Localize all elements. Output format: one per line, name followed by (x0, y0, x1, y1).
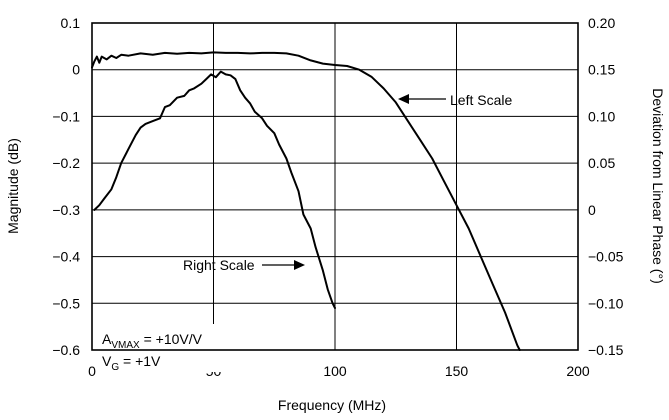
y2-tick-label: 0.15 (588, 62, 615, 78)
x-tick-label: 0 (88, 363, 96, 379)
y2-tick-label: −0.15 (588, 342, 624, 358)
annotation-right-scale-arrowhead (294, 260, 305, 270)
legend-gain-label: AVMAX = +10V/V (102, 331, 203, 351)
y-axis-title: Magnitude (dB) (5, 138, 21, 234)
x-tick-label: 100 (323, 363, 347, 379)
y-tick-label: −0.1 (52, 108, 80, 124)
y2-tick-label: −0.10 (588, 295, 624, 311)
y-tick-label: 0 (72, 62, 80, 78)
y-tick-label: −0.6 (52, 342, 80, 358)
legend-box-background (98, 324, 252, 372)
legend-box: AVMAX = +10V/V VG = +1V (98, 324, 252, 373)
y2-tick-label: 0.05 (588, 155, 615, 171)
series-layer (91, 51, 521, 351)
x-tick-label: 150 (445, 363, 469, 379)
series-line-right-scale (93, 70, 336, 309)
y-tick-label: −0.3 (52, 202, 80, 218)
series-line-left-scale (91, 51, 521, 351)
y2-tick-label: −0.05 (588, 249, 624, 265)
annotation-right-scale: Right Scale (183, 257, 255, 273)
y-tick-label: −0.2 (52, 155, 80, 171)
ticks-layer: 0501001502000.10−0.1−0.2−0.3−0.4−0.5−0.6… (52, 15, 623, 379)
x-axis-title: Frequency (MHz) (278, 397, 386, 413)
plot-area-frame (91, 22, 579, 351)
annotation-left-scale-arrowhead (398, 94, 409, 104)
y-tick-label: −0.4 (52, 249, 80, 265)
y2-tick-label: 0.10 (588, 108, 615, 124)
grid-layer (92, 23, 578, 350)
legend-vg-label: VG = +1V (102, 353, 161, 373)
annotation-left-scale: Left Scale (450, 92, 512, 108)
y2-axis-title: Deviation from Linear Phase (°) (650, 88, 666, 283)
y-tick-label: 0.1 (61, 15, 81, 31)
y2-tick-label: 0 (588, 202, 596, 218)
y2-tick-label: 0.20 (588, 15, 615, 31)
x-tick-label: 200 (566, 363, 590, 379)
y-tick-label: −0.5 (52, 295, 80, 311)
